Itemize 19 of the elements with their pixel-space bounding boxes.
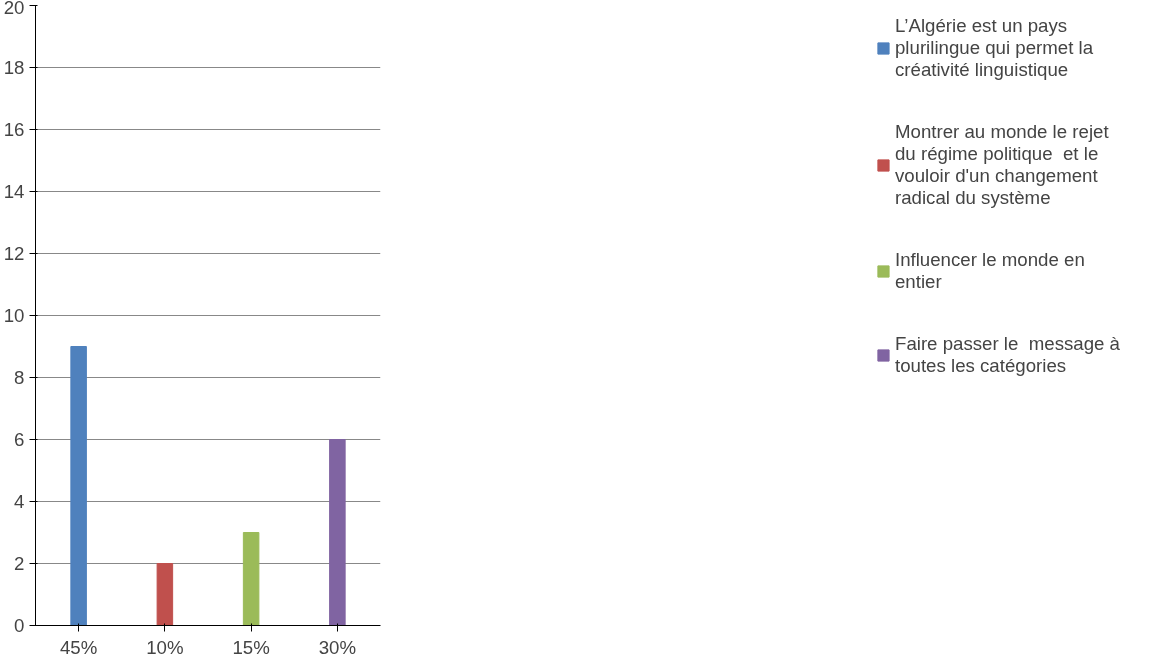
legend-label: Montrer au monde le rejet du régime politique et le vouloir d'un changement radical du système <box>894 121 1109 209</box>
y-tick-label: 4 <box>14 491 25 512</box>
x-tick-label: 30% <box>318 636 357 658</box>
y-tick-label: 14 <box>3 181 25 202</box>
x-tick-label: 15% <box>232 636 270 658</box>
legend-label: Influencer le monde en entier <box>894 249 1085 293</box>
y-tick-label: 2 <box>14 553 25 574</box>
y-tick-label: 0 <box>14 615 25 636</box>
y-tick-label: 16 <box>3 119 25 140</box>
y-tick-label: 10 <box>3 305 25 326</box>
y-tick-label: 6 <box>14 429 25 450</box>
legend-label: L’Algérie est un pays plurilingue qui permet la créativité linguistique <box>894 15 1094 81</box>
legend-label: Faire passer le message à toutes les catégories <box>894 333 1120 377</box>
y-tick-label: 18 <box>3 57 25 78</box>
y-tick-label: 20 <box>3 0 25 18</box>
y-tick-label: 12 <box>3 243 25 264</box>
y-tick-label: 8 <box>14 367 25 388</box>
x-tick-label: 45% <box>59 636 98 658</box>
x-tick-label: 10% <box>146 636 184 658</box>
